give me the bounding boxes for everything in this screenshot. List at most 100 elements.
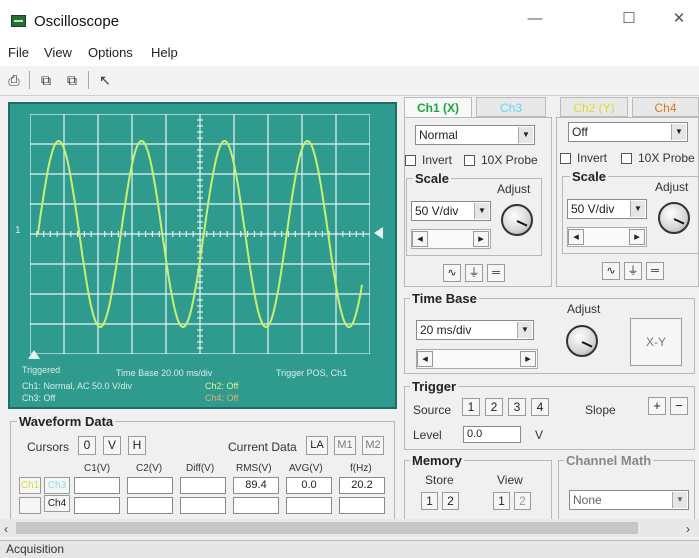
ch1-c1-value [74, 477, 120, 494]
timebase-right-button[interactable]: ▸ [520, 351, 536, 367]
cursor-icon[interactable]: ↖ [99, 72, 111, 88]
memory-store-label: Store [425, 473, 454, 487]
cursor-off-button[interactable]: 0 [78, 436, 96, 455]
trigger-position-icon[interactable] [28, 350, 40, 359]
ch2-ac-coupling-icon[interactable]: ∿ [602, 262, 620, 280]
ch1-invert-checkbox[interactable] [405, 155, 416, 166]
scope-grid [30, 114, 370, 354]
col-c1: C1(V) [84, 463, 111, 474]
channel-math-select[interactable]: None ▼ [569, 490, 689, 510]
timebase-select[interactable]: 20 ms/div ▼ [416, 320, 534, 340]
ch4-readout: Ch4: Off [205, 393, 239, 403]
menu-view[interactable]: View [44, 45, 72, 60]
timebase-left-button[interactable]: ◂ [417, 351, 433, 367]
tab-ch4[interactable]: Ch4 [632, 97, 699, 117]
cursor-v-button[interactable]: V [103, 436, 121, 455]
maximize-button[interactable]: ☐ [622, 10, 636, 27]
window-title: Oscilloscope [34, 13, 120, 30]
timebase-knob[interactable] [566, 325, 598, 357]
memory-group [404, 460, 552, 520]
timebase-slider[interactable] [416, 349, 538, 369]
ch1-ac-coupling-icon[interactable]: ∿ [443, 264, 461, 282]
view-1-button[interactable]: 1 [493, 492, 510, 510]
menu-options[interactable]: Options [88, 45, 133, 60]
ch1-mode-select[interactable]: Normal ▼ [415, 125, 535, 145]
tab-ch2[interactable]: Ch2 (Y) [560, 97, 628, 117]
ch1-ground-icon[interactable]: ⏚ [465, 264, 483, 282]
data-m1-button[interactable]: M1 [334, 436, 356, 455]
ch1-scale-knob[interactable] [501, 204, 533, 236]
trigger-source-1[interactable]: 1 [462, 398, 480, 416]
trigger-readout: Trigger POS, Ch1 [276, 368, 348, 378]
scroll-right-icon[interactable]: › [686, 522, 690, 536]
ch3-readout: Ch3: Off [22, 393, 56, 403]
menu-help[interactable]: Help [151, 45, 178, 60]
trigger-source-label: Source [413, 403, 452, 417]
trigger-level-unit: V [535, 428, 544, 442]
data-m2-button[interactable]: M2 [362, 436, 384, 455]
ch2-scale-select[interactable]: 50 V/div ▼ [567, 199, 647, 219]
menu-bar [0, 40, 699, 66]
col-c2: C2(V) [136, 463, 163, 474]
chevron-down-icon: ▼ [517, 322, 532, 338]
ch1-slider-left-button[interactable]: ◂ [412, 231, 428, 247]
col-avg: AVG(V) [289, 463, 323, 474]
ch1-dc-coupling-icon[interactable]: ═ [487, 264, 505, 282]
ch1-invert-label: Invert [422, 153, 453, 167]
timebase-readout: Time Base 20.00 ms/div [116, 368, 213, 378]
store-1-button[interactable]: 1 [421, 492, 438, 510]
trigger-source-2[interactable]: 2 [485, 398, 503, 416]
ch1-adjust-label: Adjust [497, 182, 531, 196]
xy-button[interactable]: X-Y [630, 318, 682, 366]
trigger-group [404, 386, 695, 450]
ch2-slider-right-button[interactable]: ▸ [629, 229, 645, 245]
print-icon[interactable]: ⎙ [8, 72, 20, 88]
close-button[interactable]: ✕ [672, 10, 686, 27]
scrollbar-thumb[interactable] [16, 522, 638, 534]
ch2-ground-icon[interactable]: ⏚ [624, 262, 642, 280]
ch2-scale-knob[interactable] [658, 202, 690, 234]
ch1-scale-select[interactable]: 50 V/div ▼ [411, 201, 491, 221]
minimize-button[interactable]: — [527, 10, 543, 27]
ch2-probe-checkbox[interactable] [621, 153, 632, 164]
trigger-level-input[interactable]: 0.0 [463, 426, 521, 443]
ch2-slider-left-button[interactable]: ◂ [568, 229, 584, 245]
ch1-slider-right-button[interactable]: ▸ [473, 231, 489, 247]
ch2-dc-coupling-icon[interactable]: ═ [646, 262, 664, 280]
tab-ch1[interactable]: Ch1 (X) [404, 97, 472, 117]
cursor-h-button[interactable]: H [128, 436, 146, 455]
chevron-down-icon: ▼ [672, 492, 687, 508]
trigger-slope-label: Slope [585, 403, 616, 417]
ch1-c2-value [127, 477, 173, 494]
title-bar [0, 0, 699, 40]
trigger-source-3[interactable]: 3 [508, 398, 526, 416]
trigger-level-marker[interactable]: 1 [15, 225, 21, 236]
view-2-button[interactable]: 2 [514, 492, 531, 510]
ch1-scale-slider[interactable] [411, 229, 491, 249]
copy-icon[interactable]: ⧉ [41, 72, 51, 88]
trigger-title: Trigger [410, 379, 459, 394]
row-ch2-swatch [19, 497, 41, 514]
slope-positive-button[interactable]: + [648, 397, 666, 415]
ch2-readout: Ch2: Off [205, 381, 239, 391]
scroll-left-icon[interactable]: ‹ [4, 522, 8, 536]
ch1-probe-checkbox[interactable] [464, 155, 475, 166]
ch4-c1-value [74, 497, 120, 514]
data-la-button[interactable]: LA [306, 436, 328, 455]
ch2-invert-checkbox[interactable] [560, 153, 571, 164]
tab-ch3[interactable]: Ch3 [476, 97, 546, 117]
trigger-arrow-icon[interactable] [374, 227, 383, 239]
ch2-mode-select[interactable]: Off ▼ [568, 122, 688, 142]
menu-file[interactable]: File [8, 45, 29, 60]
ch4-avg-value [286, 497, 332, 514]
ch1-probe-label: 10X Probe [481, 153, 538, 167]
slope-negative-button[interactable]: − [670, 397, 688, 415]
paste-icon[interactable]: ⧉ [67, 72, 77, 88]
trigger-level-label: Level [413, 428, 442, 442]
timebase-adjust-label: Adjust [567, 302, 601, 316]
ch2-probe-label: 10X Probe [638, 151, 695, 165]
trigger-source-4[interactable]: 4 [531, 398, 549, 416]
col-freq: f(Hz) [350, 463, 372, 474]
ch2-scale-slider[interactable] [567, 227, 647, 247]
store-2-button[interactable]: 2 [442, 492, 459, 510]
